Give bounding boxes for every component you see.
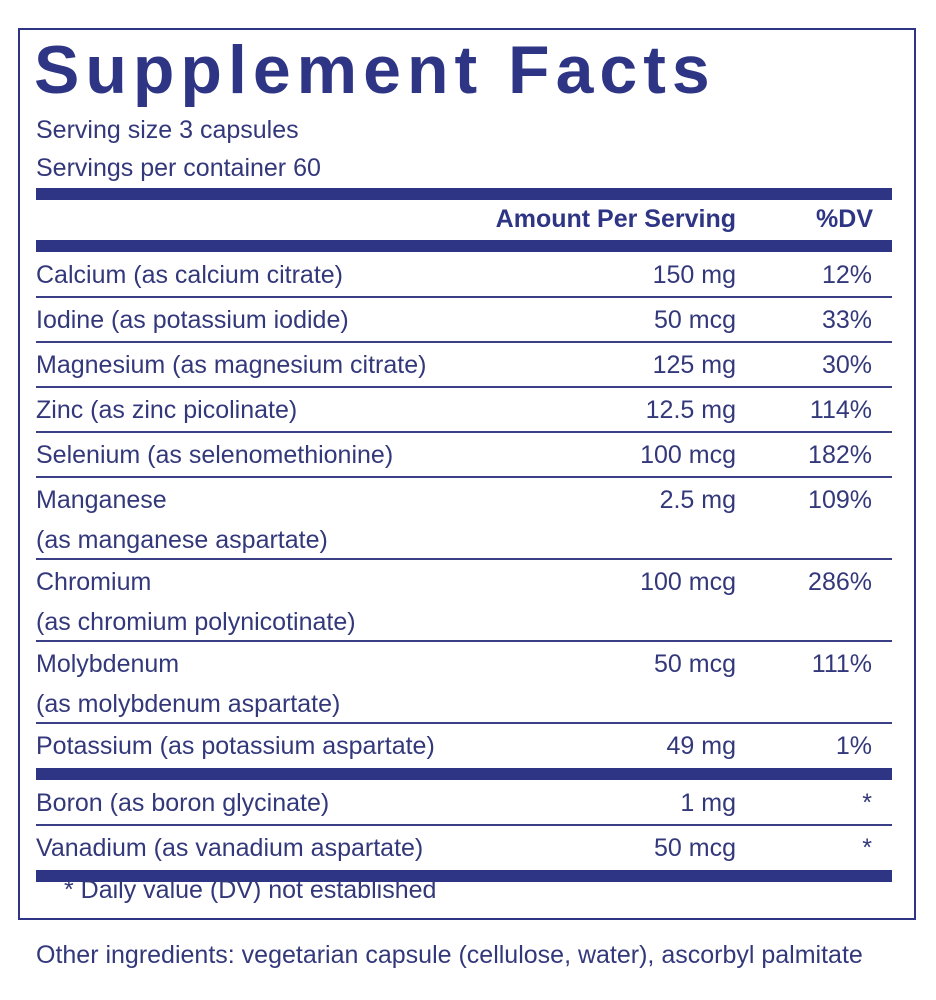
nutrient-name: Potassium (as potassium aspartate) — [36, 732, 435, 760]
row-rule — [36, 640, 892, 642]
servings-per-container: Servings per container 60 — [36, 154, 321, 182]
daily-value: 286% — [808, 568, 872, 596]
daily-value: 1% — [835, 732, 872, 760]
nutrient-name: Selenium (as selenomethionine) — [36, 441, 394, 469]
daily-value: 30% — [821, 351, 872, 379]
nutrient-name: Magnesium (as magnesium citrate) — [36, 351, 427, 379]
amount: 12.5 mg — [645, 396, 736, 424]
footnote: * Daily value (DV) not established — [64, 876, 437, 904]
row-rule — [36, 722, 892, 724]
amount: 125 mg — [652, 351, 736, 379]
daily-value: 109% — [808, 486, 872, 514]
row-rule — [36, 558, 892, 560]
nutrient-name: Chromium — [36, 568, 152, 596]
nutrient-name: Manganese — [36, 486, 167, 514]
label-border — [18, 28, 916, 920]
nutrient-name: Zinc (as zinc picolinate) — [36, 396, 298, 424]
row-rule — [36, 341, 892, 343]
nutrient-name: (as molybdenum aspartate) — [36, 690, 341, 718]
daily-value: 33% — [821, 306, 872, 334]
amount: 1 mg — [680, 789, 736, 817]
other-ingredients: Other ingredients: vegetarian capsule (c… — [36, 941, 863, 969]
nutrient-name: Iodine (as potassium iodide) — [36, 306, 349, 334]
daily-value: 182% — [808, 441, 872, 469]
thick-rule — [36, 240, 892, 252]
row-rule — [36, 476, 892, 478]
nutrient-name: Boron (as boron glycinate) — [36, 789, 330, 817]
daily-value: * — [862, 834, 872, 862]
amount: 49 mg — [666, 732, 736, 760]
nutrient-name: (as manganese aspartate) — [36, 526, 328, 554]
row-rule — [36, 386, 892, 388]
amount: 50 mcg — [654, 306, 736, 334]
amount: 100 mcg — [640, 568, 736, 596]
amount: 50 mcg — [654, 650, 736, 678]
daily-value: 111% — [811, 650, 872, 678]
label-title: Supplement Facts — [34, 32, 716, 108]
amount-header: Amount Per Serving — [495, 205, 736, 233]
nutrient-name: Calcium (as calcium citrate) — [36, 261, 344, 289]
nutrient-name: (as chromium polynicotinate) — [36, 608, 356, 636]
daily-value: 12% — [821, 261, 872, 289]
row-rule — [36, 824, 892, 826]
amount: 2.5 mg — [659, 486, 736, 514]
amount: 150 mg — [652, 261, 736, 289]
daily-value: 114% — [809, 396, 872, 424]
daily-value: * — [862, 789, 872, 817]
row-rule — [36, 431, 892, 433]
amount: 50 mcg — [654, 834, 736, 862]
thick-rule — [36, 870, 892, 882]
dv-header: %DV — [816, 205, 873, 233]
serving-size: Serving size 3 capsules — [36, 116, 299, 144]
nutrient-name: Molybdenum — [36, 650, 180, 678]
amount: 100 mcg — [640, 441, 736, 469]
thick-rule — [36, 768, 892, 780]
nutrient-name: Vanadium (as vanadium aspartate) — [36, 834, 424, 862]
row-rule — [36, 296, 892, 298]
thick-rule — [36, 188, 892, 200]
